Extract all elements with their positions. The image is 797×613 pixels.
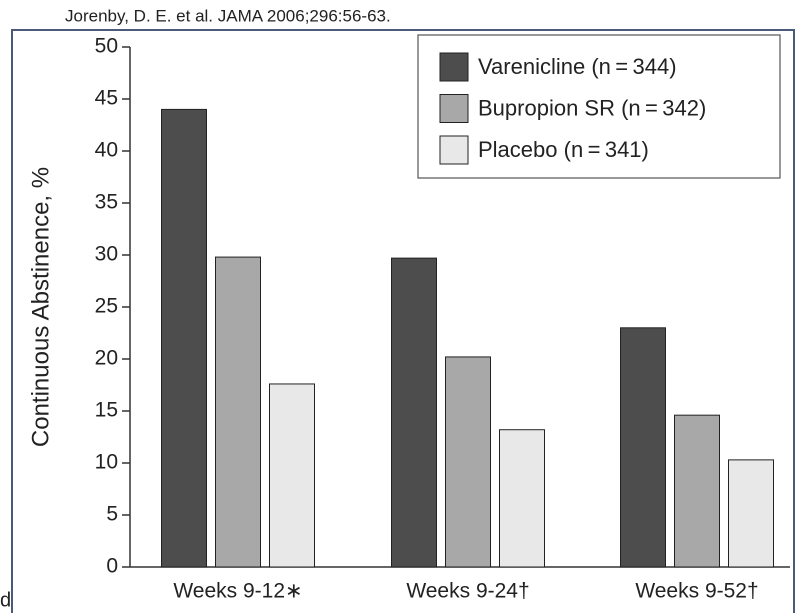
legend-swatch [439,94,469,123]
bar [674,414,720,568]
y-tick-label: 5 [106,503,118,526]
x-tick-label: Weeks 9-12∗ [173,580,302,603]
y-tick-label: 25 [95,295,118,318]
legend [417,34,781,179]
y-tick-label: 40 [95,139,118,162]
legend-label: Varenicline (n = 344) [478,54,677,79]
legend-label: Placebo (n = 341) [478,137,649,162]
frame [11,29,795,613]
bar [391,257,437,568]
y-tick-label: 15 [95,399,118,422]
bar [215,256,261,568]
y-tick-label: 0 [106,555,118,578]
bar [269,383,315,568]
text-fragment: d [0,589,11,611]
bar [499,429,545,568]
y-tick-label: 30 [95,243,118,266]
legend-swatch [439,135,469,165]
citation: Jorenby, D. E. et al. JAMA 2006;296:56-6… [65,6,391,25]
y-axis-label: Continuous Abstinence, % [27,167,54,447]
y-tick-label: 35 [95,191,118,214]
legend-swatch [439,52,469,82]
bar [161,108,207,568]
y-tick-label: 50 [95,35,118,58]
bar [620,327,666,568]
y-tick-label: 45 [95,87,118,110]
x-tick-label: Weeks 9-24† [406,580,529,603]
bar [445,356,491,568]
bar [728,459,774,568]
y-tick-label: 10 [95,451,118,474]
x-tick-label: Weeks 9-52† [635,580,758,603]
legend-label: Bupropion SR (n = 342) [478,95,706,120]
y-tick-label: 20 [95,347,118,370]
